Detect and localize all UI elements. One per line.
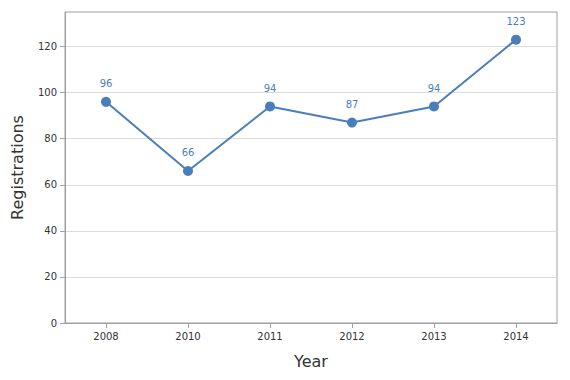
svg-text:0: 0 bbox=[51, 318, 57, 329]
svg-text:96: 96 bbox=[100, 78, 113, 89]
svg-text:94: 94 bbox=[428, 83, 441, 94]
svg-text:2012: 2012 bbox=[339, 331, 364, 342]
svg-text:123: 123 bbox=[506, 16, 525, 27]
svg-text:66: 66 bbox=[182, 147, 195, 158]
svg-text:80: 80 bbox=[44, 133, 57, 144]
svg-text:100: 100 bbox=[38, 87, 57, 98]
svg-text:20: 20 bbox=[44, 271, 57, 282]
svg-text:60: 60 bbox=[44, 179, 57, 190]
svg-text:40: 40 bbox=[44, 225, 57, 236]
svg-text:Registrations: Registrations bbox=[8, 115, 27, 220]
svg-text:2008: 2008 bbox=[93, 331, 118, 342]
svg-text:2010: 2010 bbox=[175, 331, 200, 342]
svg-text:2014: 2014 bbox=[503, 331, 528, 342]
svg-text:120: 120 bbox=[38, 41, 57, 52]
svg-text:2011: 2011 bbox=[257, 331, 282, 342]
svg-text:2013: 2013 bbox=[421, 331, 446, 342]
svg-text:Year: Year bbox=[293, 352, 328, 371]
svg-text:87: 87 bbox=[346, 99, 359, 110]
svg-text:94: 94 bbox=[264, 83, 277, 94]
